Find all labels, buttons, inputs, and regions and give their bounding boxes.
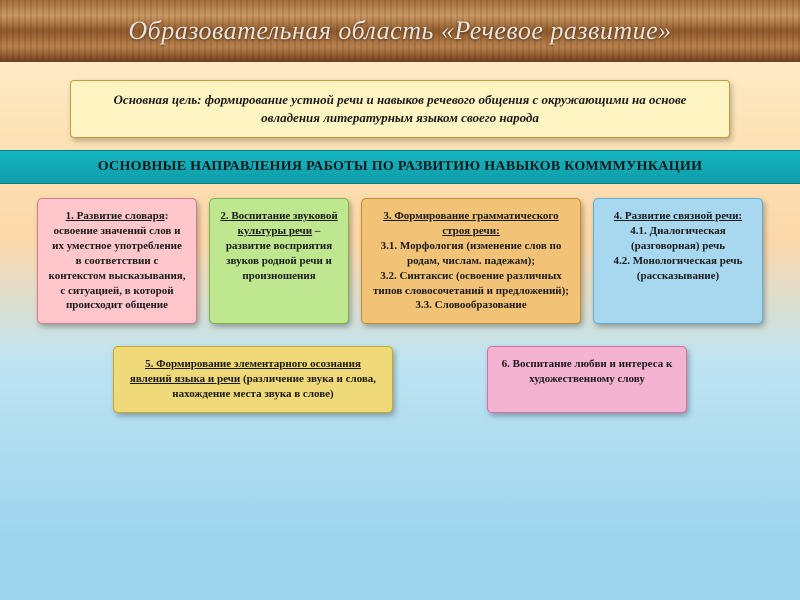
card-3-head: 3. Формирование грамматического строя ре… bbox=[383, 210, 558, 237]
page-title: Образовательная область «Речевое развити… bbox=[128, 16, 671, 46]
card-5-language-awareness: 5. Формирование элементарного осознания … bbox=[113, 346, 393, 413]
card-3-body3: 3.3. Словообразование bbox=[415, 299, 526, 311]
cards-row-1: 1. Развитие словаря: освоение значений с… bbox=[0, 198, 800, 324]
card-2-sound-culture: 2. Воспитание звуковой культуры речи – р… bbox=[209, 198, 349, 324]
card-1-head: 1. Развитие словаря bbox=[66, 210, 165, 222]
card-4-body1: 4.1. Диалогическая (разговорная) речь bbox=[630, 225, 725, 252]
section-subheading: ОСНОВНЫЕ НАПРАВЛЕНИЯ РАБОТЫ ПО РАЗВИТИЮ … bbox=[0, 150, 800, 184]
card-4-head: 4. Развитие связной речи: bbox=[614, 210, 742, 222]
card-3-grammar: 3. Формирование грамматического строя ре… bbox=[361, 198, 581, 324]
card-6-literature-love: 6. Воспитание любви и интереса к художес… bbox=[487, 346, 687, 413]
cards-row-2: 5. Формирование элементарного осознания … bbox=[0, 346, 800, 413]
goal-box: Основная цель: формирование устной речи … bbox=[70, 80, 730, 138]
card-4-coherent-speech: 4. Развитие связной речи: 4.1. Диалогиче… bbox=[593, 198, 763, 324]
title-bar: Образовательная область «Речевое развити… bbox=[0, 0, 800, 62]
card-1-body: : освоение значений слов и их уместное у… bbox=[49, 210, 186, 311]
card-4-body2: 4.2. Монологическая речь (рассказывание) bbox=[614, 255, 743, 282]
card-3-body1: 3.1. Морфология (изменение слов по родам… bbox=[381, 240, 562, 267]
card-3-body2: 3.2. Синтаксис (освоение различных типов… bbox=[373, 270, 569, 297]
card-6-body: 6. Воспитание любви и интереса к художес… bbox=[502, 358, 673, 385]
card-1-vocabulary: 1. Развитие словаря: освоение значений с… bbox=[37, 198, 197, 324]
